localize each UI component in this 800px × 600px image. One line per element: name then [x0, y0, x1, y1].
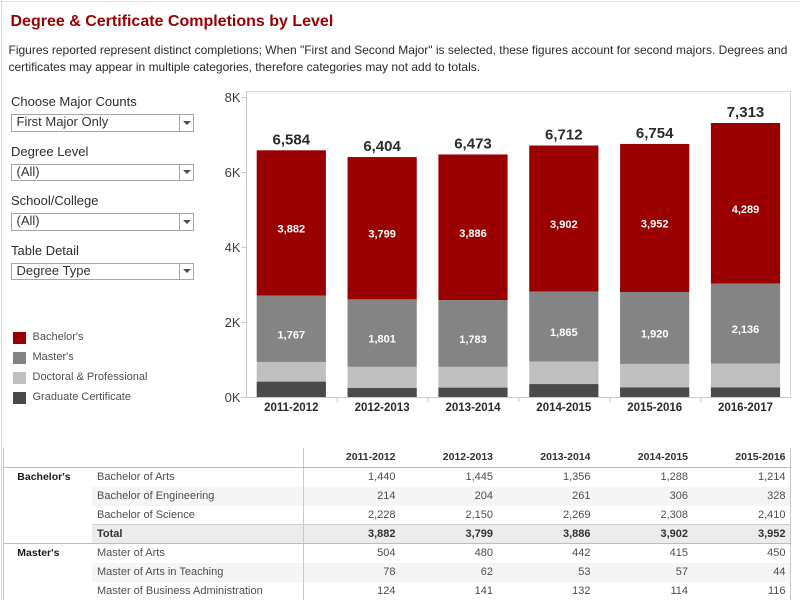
svg-text:1,767: 1,767	[278, 329, 306, 341]
svg-text:2013-2014: 2013-2014	[446, 402, 502, 414]
svg-text:0K: 0K	[225, 390, 241, 405]
svg-text:6K: 6K	[225, 165, 241, 180]
svg-text:2K: 2K	[225, 315, 241, 330]
svg-text:7,313: 7,313	[727, 104, 765, 121]
svg-text:6,473: 6,473	[454, 135, 492, 152]
svg-text:3,952: 3,952	[641, 218, 669, 230]
svg-text:1,865: 1,865	[550, 327, 578, 339]
svg-text:6,754: 6,754	[636, 125, 674, 142]
svg-text:6,404: 6,404	[363, 138, 401, 155]
svg-text:8K: 8K	[225, 90, 241, 105]
svg-text:4K: 4K	[225, 240, 241, 255]
svg-text:4,289: 4,289	[732, 204, 760, 216]
svg-text:2014-2015: 2014-2015	[536, 402, 592, 414]
svg-text:1,801: 1,801	[368, 334, 396, 346]
svg-text:2016-2017: 2016-2017	[718, 402, 773, 414]
svg-text:3,882: 3,882	[278, 224, 306, 236]
svg-text:3,902: 3,902	[550, 219, 578, 231]
svg-text:1,920: 1,920	[641, 328, 669, 340]
svg-text:2015-2016: 2015-2016	[627, 402, 682, 414]
svg-text:6,584: 6,584	[273, 131, 311, 148]
svg-text:2011-2012: 2011-2012	[264, 402, 318, 414]
svg-text:2012-2013: 2012-2013	[355, 402, 410, 414]
svg-text:3,886: 3,886	[459, 228, 487, 240]
svg-text:1,783: 1,783	[459, 334, 487, 346]
svg-text:2,136: 2,136	[732, 324, 760, 336]
svg-text:6,712: 6,712	[545, 127, 583, 144]
svg-text:3,799: 3,799	[368, 229, 396, 241]
